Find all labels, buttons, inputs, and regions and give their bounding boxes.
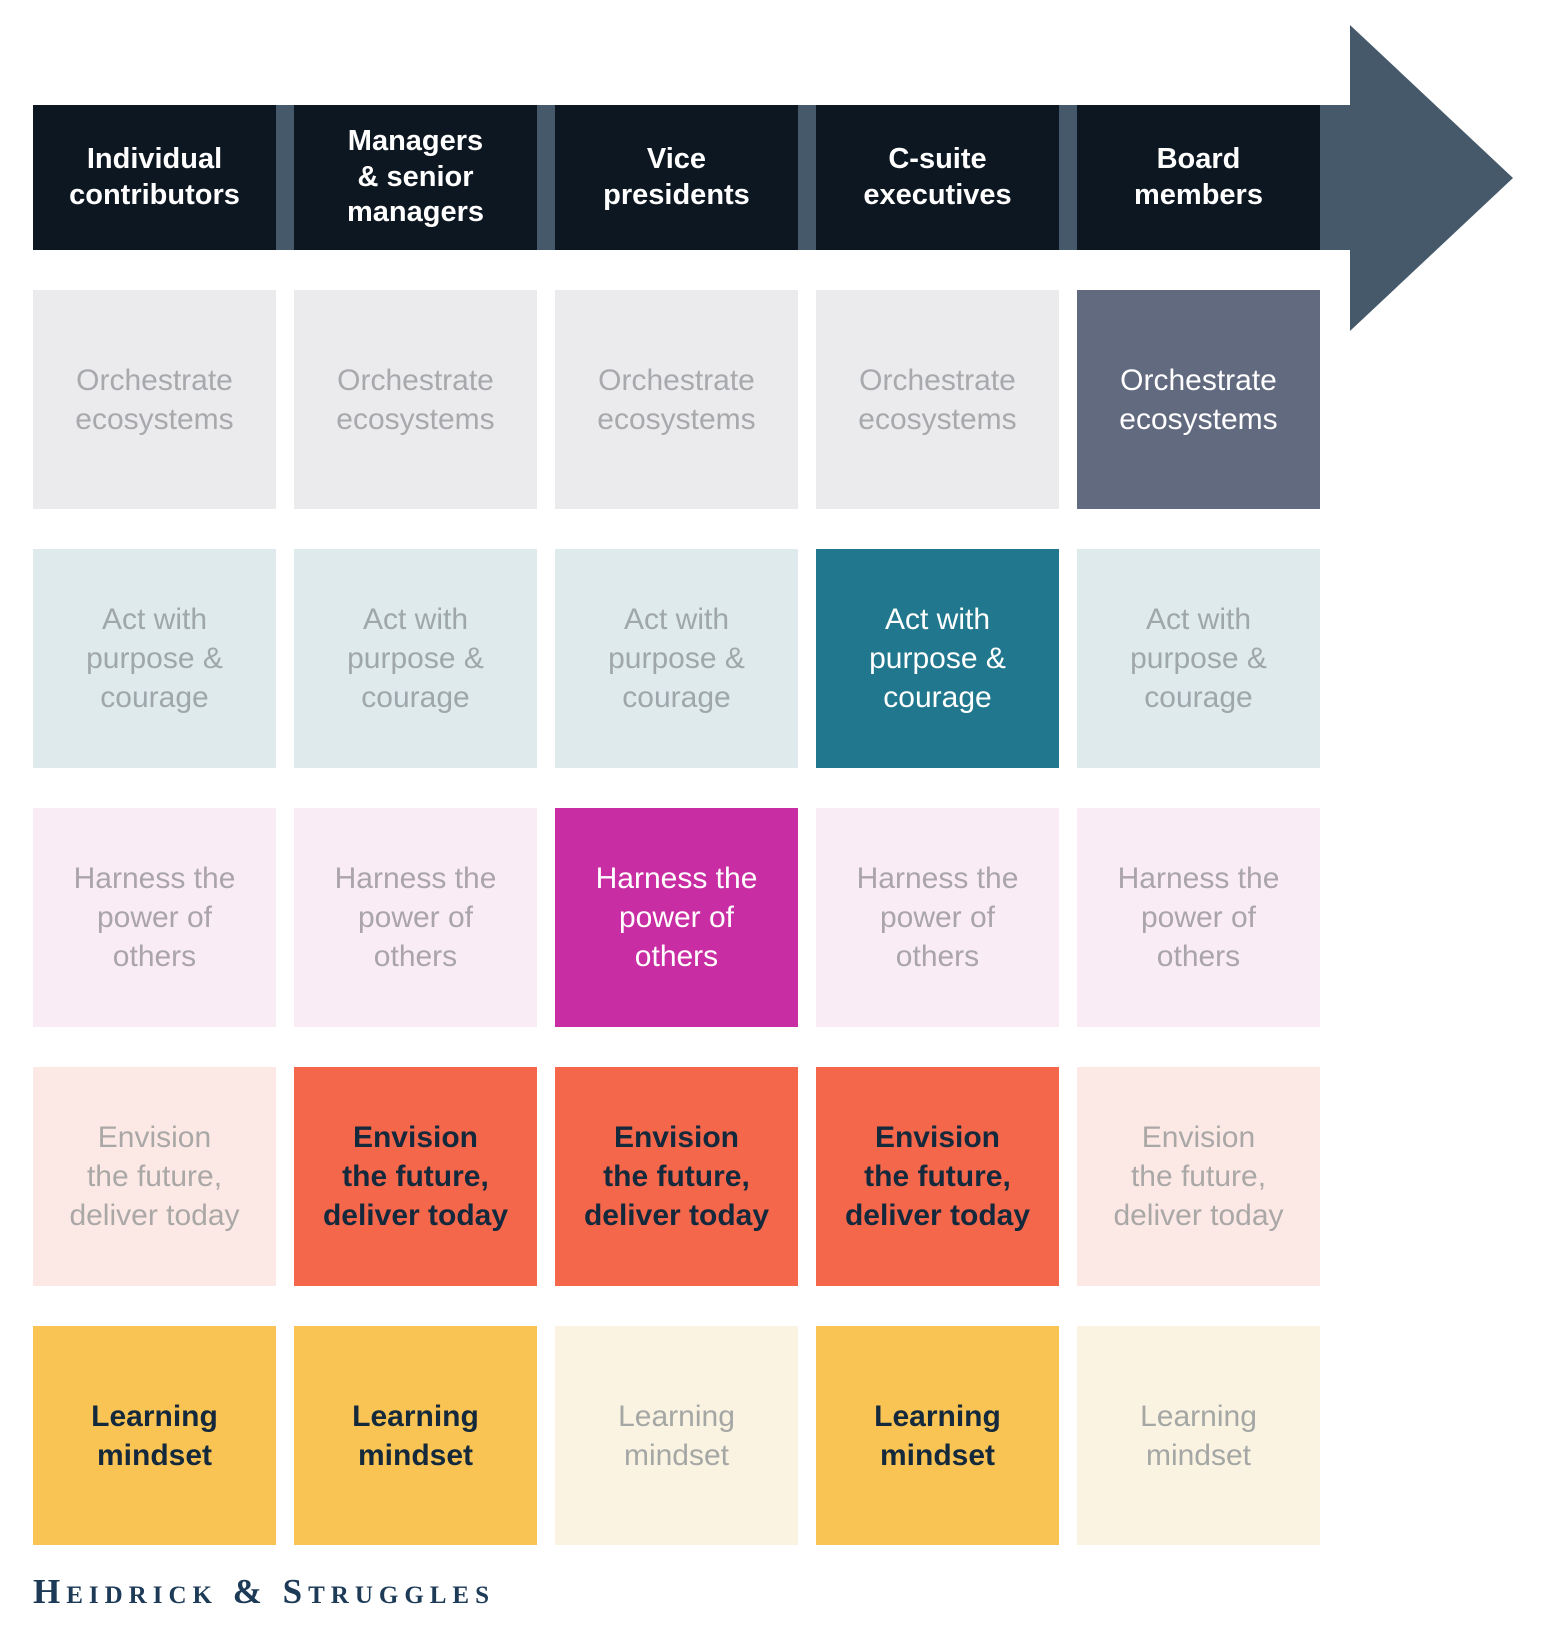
column-header-vice-presidents: Vice presidents xyxy=(555,105,798,250)
matrix-cell: Orchestrate ecosystems xyxy=(816,290,1059,509)
matrix-cell: Envision the future, deliver today xyxy=(555,1067,798,1286)
matrix-cell: Orchestrate ecosystems xyxy=(555,290,798,509)
column-header-managers-senior-managers: Managers & senior managers xyxy=(294,105,537,250)
column-header-individual-contributors: Individual contributors xyxy=(33,105,276,250)
matrix-cell: Harness the power of others xyxy=(816,808,1059,1027)
matrix-cell: Envision the future, deliver today xyxy=(816,1067,1059,1286)
column-header-c-suite-executives: C-suite executives xyxy=(816,105,1059,250)
matrix-cell: Learning mindset xyxy=(294,1326,537,1545)
column-header-board-members: Board members xyxy=(1077,105,1320,250)
matrix-cell: Harness the power of others xyxy=(33,808,276,1027)
matrix-cell: Act with purpose & courage xyxy=(294,549,537,768)
matrix-cell: Envision the future, deliver today xyxy=(1077,1067,1320,1286)
career-progression-arrow-head xyxy=(1350,25,1513,331)
matrix-cell: Harness the power of others xyxy=(555,808,798,1027)
capability-matrix: Individual contributors Managers & senio… xyxy=(33,105,1320,1545)
matrix-cell: Act with purpose & courage xyxy=(33,549,276,768)
matrix-cell: Orchestrate ecosystems xyxy=(294,290,537,509)
matrix-cell: Learning mindset xyxy=(816,1326,1059,1545)
matrix-cell: Envision the future, deliver today xyxy=(294,1067,537,1286)
matrix-cell: Act with purpose & courage xyxy=(816,549,1059,768)
matrix-cell: Harness the power of others xyxy=(1077,808,1320,1027)
matrix-cell: Harness the power of others xyxy=(294,808,537,1027)
matrix-cell: Learning mindset xyxy=(1077,1326,1320,1545)
matrix-cell: Envision the future, deliver today xyxy=(33,1067,276,1286)
matrix-cell: Act with purpose & courage xyxy=(555,549,798,768)
matrix-cell: Learning mindset xyxy=(555,1326,798,1545)
matrix-cell: Act with purpose & courage xyxy=(1077,549,1320,768)
matrix-cell: Orchestrate ecosystems xyxy=(1077,290,1320,509)
heidrick-struggles-logo: Heidrick & Struggles xyxy=(33,1572,496,1611)
matrix-cell: Orchestrate ecosystems xyxy=(33,290,276,509)
matrix-cell: Learning mindset xyxy=(33,1326,276,1545)
